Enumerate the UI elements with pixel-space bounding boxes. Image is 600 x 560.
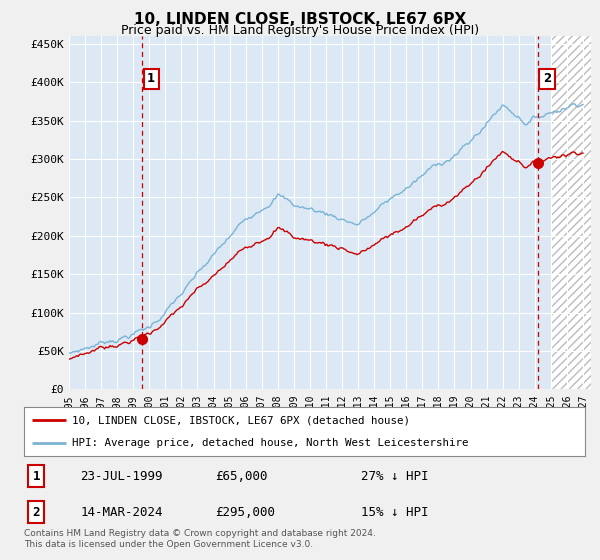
Text: 1: 1 (32, 470, 40, 483)
Text: 23-JUL-1999: 23-JUL-1999 (80, 470, 163, 483)
Text: 1: 1 (147, 72, 155, 85)
Text: 2: 2 (543, 72, 551, 85)
Text: 15% ↓ HPI: 15% ↓ HPI (361, 506, 428, 519)
Text: 10, LINDEN CLOSE, IBSTOCK, LE67 6PX: 10, LINDEN CLOSE, IBSTOCK, LE67 6PX (134, 12, 466, 27)
Text: HPI: Average price, detached house, North West Leicestershire: HPI: Average price, detached house, Nort… (71, 438, 468, 448)
Text: Price paid vs. HM Land Registry's House Price Index (HPI): Price paid vs. HM Land Registry's House … (121, 24, 479, 37)
Text: £65,000: £65,000 (215, 470, 267, 483)
Text: 10, LINDEN CLOSE, IBSTOCK, LE67 6PX (detached house): 10, LINDEN CLOSE, IBSTOCK, LE67 6PX (det… (71, 416, 410, 426)
Text: 27% ↓ HPI: 27% ↓ HPI (361, 470, 428, 483)
Text: 14-MAR-2024: 14-MAR-2024 (80, 506, 163, 519)
Text: Contains HM Land Registry data © Crown copyright and database right 2024.
This d: Contains HM Land Registry data © Crown c… (24, 529, 376, 549)
Text: 2: 2 (32, 506, 40, 519)
Text: £295,000: £295,000 (215, 506, 275, 519)
